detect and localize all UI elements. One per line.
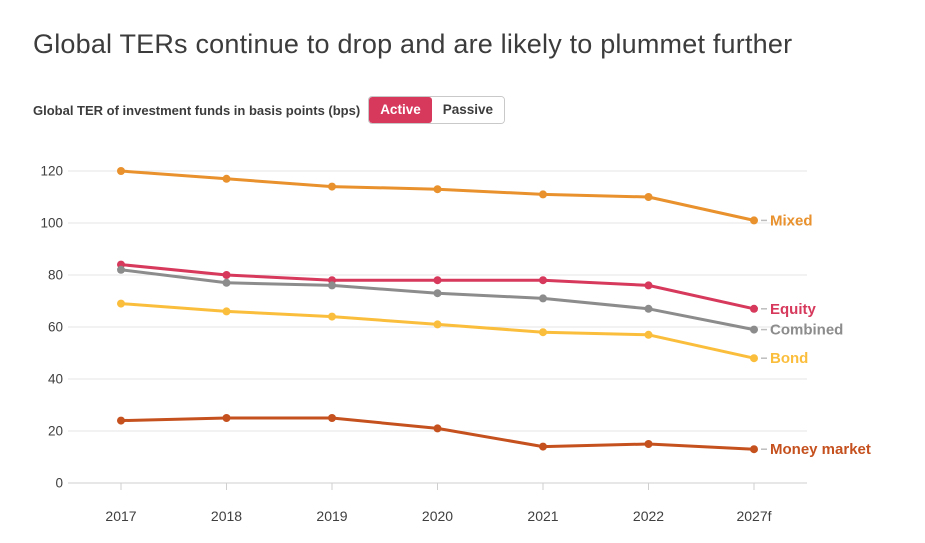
x-axis-tick-label: 2017 <box>105 508 136 524</box>
point-combined <box>222 278 231 287</box>
point-money-market <box>750 445 758 454</box>
point-money-market <box>222 414 231 422</box>
point-money-market <box>539 442 547 451</box>
point-equity <box>750 304 758 313</box>
x-axis-tick-label: 2019 <box>316 508 347 524</box>
series-label-combined: Combined <box>770 322 843 339</box>
line-mixed <box>119 169 756 222</box>
point-mixed <box>433 185 442 194</box>
y-axis-tick-label: 80 <box>48 268 63 283</box>
point-bond <box>222 307 231 316</box>
x-axis-tick-label: 2020 <box>422 508 453 524</box>
point-mixed <box>328 182 336 191</box>
y-axis-tick-label: 120 <box>40 164 63 179</box>
point-bond <box>750 354 758 363</box>
y-axis-tick-label: 100 <box>40 216 63 231</box>
toggle-passive-button[interactable]: Passive <box>431 97 505 123</box>
y-axis-tick-label: 20 <box>48 424 63 439</box>
active-passive-toggle: Active Passive <box>368 96 506 124</box>
point-bond <box>117 299 125 308</box>
line-chart: 0 20 40 60 80 100 120 2017 2018 2019 2020 2021 2022 2… <box>0 140 925 543</box>
point-bond <box>644 330 653 339</box>
chart-canvas: 0 20 40 60 80 100 120 2017 2018 2019 2020 2021 2022 2… <box>40 164 871 525</box>
y-axis-tick-label: 60 <box>48 320 63 335</box>
point-mixed <box>644 193 653 201</box>
y-axis-tick-label: 0 <box>55 476 63 491</box>
point-bond <box>539 328 547 337</box>
point-bond <box>328 312 336 321</box>
series-label-equity: Equity <box>770 301 816 318</box>
x-axis-tick-label: 2022 <box>633 508 664 524</box>
point-equity <box>539 276 547 285</box>
x-axis-tick-label: 2021 <box>527 508 558 524</box>
point-bond <box>433 320 442 329</box>
chart-controls: Global TER of investment funds in basis … <box>33 96 506 124</box>
point-money-market <box>328 414 336 422</box>
point-combined <box>328 281 336 290</box>
toggle-active-button[interactable]: Active <box>369 97 432 123</box>
point-combined <box>117 265 125 274</box>
point-equity <box>433 276 442 285</box>
series-label-mixed: Mixed <box>770 212 813 229</box>
point-money-market <box>117 416 125 425</box>
point-equity <box>644 281 653 290</box>
point-combined <box>750 325 758 334</box>
point-combined <box>539 294 547 303</box>
point-combined <box>644 304 653 313</box>
point-combined <box>433 289 442 298</box>
line-equity <box>119 263 756 311</box>
point-mixed <box>222 174 231 183</box>
point-mixed <box>117 167 125 175</box>
x-axis-tick-label: 2018 <box>211 508 242 524</box>
chart-subtitle: Global TER of investment funds in basis … <box>33 102 361 118</box>
y-axis-tick-label: 40 <box>48 372 63 387</box>
point-money-market <box>644 440 653 448</box>
series-label-money-market: Money market <box>770 441 871 458</box>
point-mixed <box>539 190 547 199</box>
x-axis-tick-label: 2027f <box>736 508 771 524</box>
point-money-market <box>433 424 442 433</box>
page-title: Global TERs continue to drop and are lik… <box>33 29 793 59</box>
point-equity <box>222 271 231 279</box>
point-mixed <box>750 216 758 225</box>
line-money-market <box>119 416 756 451</box>
series-label-bond: Bond <box>770 350 808 367</box>
